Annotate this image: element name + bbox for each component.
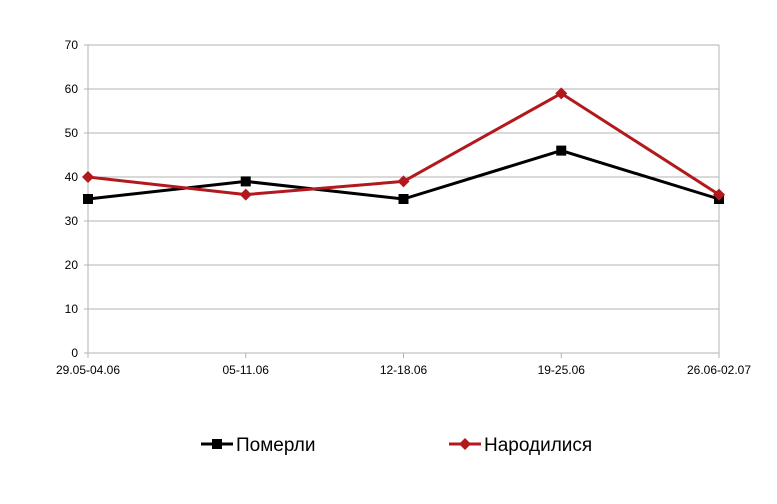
- series-line-0: [87, 149, 720, 201]
- x-tick-label-1: 05-11.06: [223, 363, 270, 377]
- y-tick-label-3: 30: [65, 214, 79, 228]
- x-tick-label-3: 19-25.06: [538, 363, 586, 377]
- point-1-2: [397, 175, 410, 188]
- legend-item-1: Народилися: [449, 435, 592, 456]
- y-tick-label-5: 50: [65, 126, 79, 140]
- legend-marker-0: [212, 439, 222, 449]
- y-tick-label-4: 40: [65, 170, 79, 184]
- legend-marker-1: [459, 438, 471, 450]
- x-axis-tick-labels: 29.05-04.06 05-11.06 12-18.06 19-25.06 26.06…: [56, 363, 751, 377]
- y-tick-label-0: 0: [71, 346, 78, 360]
- x-tick-label-2: 12-18.06: [380, 363, 428, 377]
- x-tick-label-4: 26.06-02.07: [687, 363, 751, 377]
- series-lines: [82, 87, 725, 204]
- legend-label-0: Померли: [236, 435, 315, 456]
- point-1-4: [713, 188, 725, 201]
- point-1-0: [82, 171, 94, 183]
- y-axis-tick-labels: 0 10 20 30 40 50 60 70: [65, 38, 79, 360]
- point-0-2: [398, 194, 409, 204]
- point-0-1: [240, 176, 251, 187]
- y-tick-label-6: 60: [65, 82, 79, 96]
- legend-label-1: Народилися: [484, 435, 592, 456]
- point-0-3: [556, 145, 567, 156]
- legend-item-0: Померли: [201, 435, 315, 456]
- y-tick-label-7: 70: [65, 38, 79, 52]
- point-1-1: [239, 188, 252, 201]
- x-tick-label-0: 29.05-04.06: [56, 363, 120, 377]
- y-tick-label-1: 10: [65, 302, 79, 316]
- legend: Померли Народилися: [201, 435, 592, 456]
- point-0-0: [83, 194, 93, 204]
- point-1-3: [555, 87, 568, 100]
- y-tick-label-2: 20: [65, 258, 79, 272]
- grid-lines: [84, 44, 720, 358]
